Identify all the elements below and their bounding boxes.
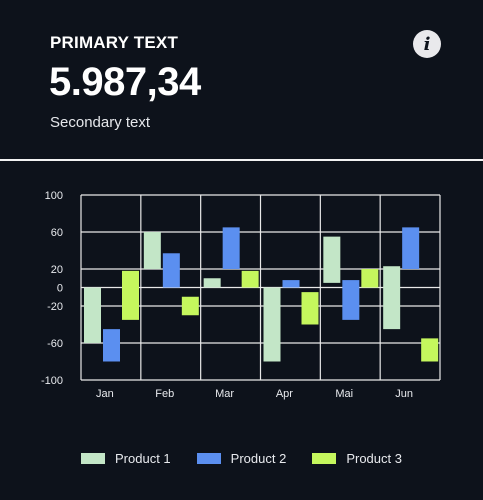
- legend-swatch: [81, 452, 106, 464]
- legend-item-product-1[interactable]: Product 1: [81, 451, 171, 466]
- y-tick-label: 60: [51, 227, 63, 239]
- bar-product-1: [203, 278, 221, 288]
- divider: [0, 159, 483, 161]
- legend-label: Product 2: [230, 450, 287, 466]
- legend-label: Product 3: [346, 450, 402, 466]
- x-tick-label: Feb: [155, 388, 174, 400]
- bar-product-2: [282, 280, 300, 288]
- x-tick-label: Jan: [96, 388, 114, 400]
- legend-item-product-3[interactable]: Product 3: [312, 451, 402, 466]
- bar-product-1: [84, 287, 101, 343]
- legend-item-product-2[interactable]: Product 2: [196, 450, 287, 466]
- y-tick-label: 0: [57, 283, 63, 295]
- info-icon[interactable]: i: [413, 30, 441, 58]
- x-tick-label: Mai: [335, 388, 353, 400]
- legend-label: Product 1: [115, 450, 171, 466]
- bar-product-2: [162, 253, 180, 288]
- bar-product-1: [383, 266, 401, 330]
- bar-product-1: [143, 232, 161, 269]
- bar-chart: 100 60 20 0 -20 -60 -100 Jan Feb Mar Apr Mai Jun: [41, 190, 441, 400]
- summary-card: PRIMARY TEXT 5.987,34 Secondary text i: [0, 0, 483, 160]
- y-tick-label: -20: [47, 301, 63, 313]
- bar-product-3: [301, 292, 319, 325]
- legend: Product 1 Product 2 Product 3: [0, 447, 483, 469]
- legend-swatch: [312, 452, 337, 464]
- bar-product-3: [122, 270, 139, 320]
- y-tick-label: -100: [41, 375, 63, 387]
- secondary-text: Secondary text: [50, 114, 151, 131]
- y-tick-label: 100: [45, 190, 63, 202]
- bar-product-3: [181, 296, 199, 316]
- bar-product-3: [361, 269, 379, 288]
- bar-product-2: [103, 329, 120, 362]
- primary-text: PRIMARY TEXT: [50, 33, 179, 52]
- bar-product-3: [241, 270, 259, 288]
- bar-product-2: [342, 280, 360, 320]
- legend-swatch: [196, 452, 221, 464]
- x-tick-label: Apr: [276, 388, 293, 400]
- y-tick-label: 20: [51, 264, 63, 276]
- bar-product-1: [323, 236, 341, 283]
- main-value: 5.987,34: [49, 60, 201, 104]
- bar-product-1: [263, 287, 281, 362]
- bar-product-3: [421, 338, 439, 362]
- y-tick-label: -60: [47, 338, 63, 350]
- bar-product-2: [402, 227, 420, 269]
- x-tick-label: Jun: [395, 388, 413, 400]
- x-tick-label: Mar: [215, 388, 234, 400]
- bar-product-2: [222, 227, 240, 269]
